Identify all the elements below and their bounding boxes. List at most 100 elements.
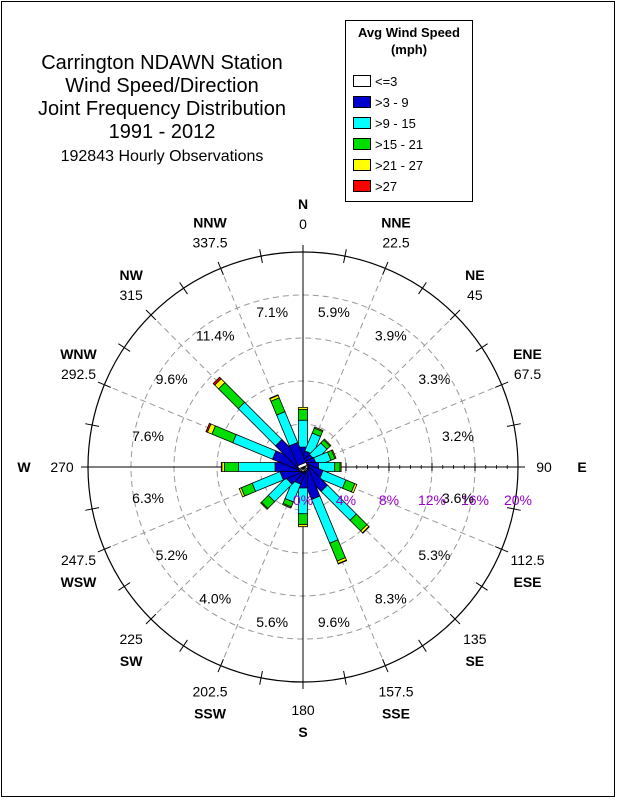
legend-item: >15 - 21 <box>353 136 424 152</box>
grid-spoke <box>302 314 456 468</box>
legend-label: >15 - 21 <box>375 136 424 152</box>
legend-item: >3 - 9 <box>353 94 409 110</box>
direction-name-label: E <box>577 459 586 475</box>
direction-angle-label: 337.5 <box>192 234 227 250</box>
wind-bar-segment <box>334 462 341 472</box>
radial-tick-label: 20% <box>504 492 532 508</box>
wind-bar-segment <box>331 449 337 460</box>
grid-spoke <box>302 384 502 468</box>
direction-frequency-label: 8.3% <box>375 590 407 606</box>
outer-tick <box>382 261 389 276</box>
outer-tick <box>118 343 131 352</box>
outer-tick <box>259 249 263 264</box>
direction-frequency-label: 5.3% <box>418 547 450 563</box>
direction-angle-label: 202.5 <box>192 684 227 700</box>
outer-tick <box>97 546 112 553</box>
legend-swatch <box>353 96 371 108</box>
outer-tick <box>418 639 427 652</box>
direction-angle-label: 0 <box>299 216 307 232</box>
wind-bar-segment <box>205 422 212 433</box>
direction-name-label: WSW <box>61 574 98 590</box>
subtitle: 192843 Hourly Observations <box>60 148 264 165</box>
wind-bar-segment <box>313 426 324 433</box>
outer-tick <box>179 639 188 652</box>
outer-tick <box>217 658 224 673</box>
outer-tick <box>145 613 157 625</box>
wind-bar-segment <box>323 438 332 447</box>
direction-frequency-label: 9.6% <box>318 614 350 630</box>
wind-bar-segment <box>211 425 237 444</box>
legend-item: >27 <box>353 178 398 194</box>
direction-frequency-label: 3.2% <box>442 428 474 444</box>
direction-frequency-label: 6.3% <box>132 490 164 506</box>
direction-frequency-label: 5.2% <box>156 547 188 563</box>
outer-tick <box>506 423 521 427</box>
wind-bar-segment <box>298 524 308 528</box>
radial-tick-label: 16% <box>461 492 489 508</box>
outer-tick <box>382 658 389 673</box>
legend-item: <=3 <box>353 74 397 89</box>
outer-tick <box>506 507 521 511</box>
wind-bar-segment <box>260 501 269 510</box>
outer-tick <box>494 546 509 553</box>
radial-tick-label: 0% <box>293 492 313 508</box>
direction-frequency-label: 7.6% <box>132 428 164 444</box>
wind-bar-segment <box>298 409 308 421</box>
direction-frequency-label: 9.6% <box>156 371 188 387</box>
legend-title: Avg Wind Speed (mph) <box>346 24 472 58</box>
direction-name-label: NNE <box>381 214 411 230</box>
outer-tick <box>343 249 347 264</box>
legend-label: >3 - 9 <box>375 94 409 110</box>
wind-bar-segment <box>282 502 292 509</box>
direction-angle-label: 135 <box>463 631 487 647</box>
outer-tick <box>449 613 461 625</box>
direction-name-label: NW <box>120 267 144 283</box>
title-line-1: Carrington NDAWN Station <box>41 52 283 74</box>
wind-bar-segment <box>298 406 308 410</box>
direction-angle-label: 315 <box>119 287 143 303</box>
legend-title-line-1: Avg Wind Speed <box>358 25 460 40</box>
title-line-4: 1991 - 2012 <box>108 121 216 143</box>
legend-label: >9 - 15 <box>375 115 416 131</box>
direction-angle-label: 157.5 <box>378 684 413 700</box>
direction-name-label: S <box>298 724 307 740</box>
rose-labels: 0% 4% 8% 12% 16% 20% 5.9% 3.9% 3.3% 3.2% 3.6% 5.3% 8… <box>17 196 586 740</box>
direction-frequency-label: 4.0% <box>199 590 231 606</box>
direction-name-label: N <box>298 196 308 212</box>
wind-bar-segment <box>350 483 358 494</box>
wind-bar-segment <box>221 462 225 472</box>
direction-angle-label: 90 <box>536 459 552 475</box>
direction-frequency-label: 3.3% <box>418 371 450 387</box>
outer-tick <box>97 381 112 388</box>
direction-angle-label: 112.5 <box>511 552 545 568</box>
legend-item: >9 - 15 <box>353 115 416 131</box>
direction-frequency-label: 7.1% <box>256 304 288 320</box>
direction-angle-label: 22.5 <box>382 234 409 250</box>
outer-tick <box>343 670 347 685</box>
wind-bar-segment <box>269 394 279 400</box>
legend-swatch <box>353 117 371 129</box>
direction-angle-label: 270 <box>50 459 74 475</box>
title-line-3: Joint Frequency Distribution <box>38 98 286 120</box>
direction-name-label: NNW <box>193 214 227 230</box>
outer-tick <box>259 670 263 685</box>
outer-tick <box>85 507 100 511</box>
wind-bar-segment <box>361 525 370 534</box>
direction-name-label: ENE <box>513 346 542 362</box>
direction-angle-label: 292.5 <box>61 366 96 382</box>
legend-title-line-2: (mph) <box>390 42 428 57</box>
legend-swatch <box>353 159 371 171</box>
direction-name-label: ESE <box>513 574 541 590</box>
radial-tick-label: 12% <box>418 492 446 508</box>
legend: Avg Wind Speed (mph) <=3 >3 - 9 >9 - 15 >15… <box>345 20 473 202</box>
outer-tick <box>217 261 224 276</box>
wind-bars <box>205 376 370 565</box>
wind-bar-segment <box>337 559 348 565</box>
wind-bar-segment <box>339 462 342 472</box>
legend-label: >27 <box>375 178 398 194</box>
radial-tick-label: 4% <box>336 492 356 508</box>
direction-frequency-label: 3.6% <box>442 490 474 506</box>
wind-bar-segment <box>212 376 222 386</box>
